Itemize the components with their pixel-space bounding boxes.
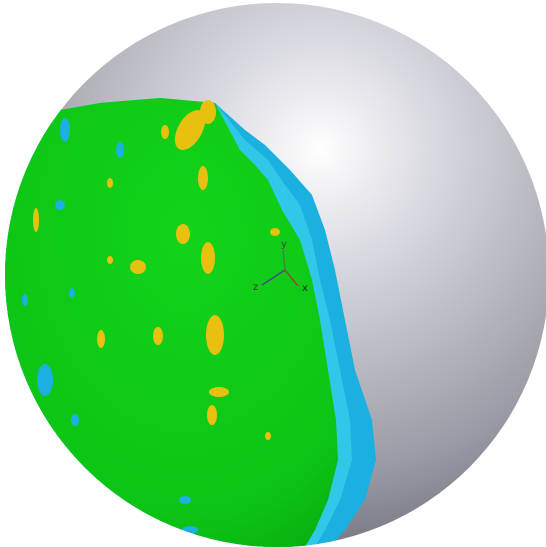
axis-label-y: y [281,239,287,250]
green-region [5,98,338,547]
axis-label-z: z [253,282,258,293]
contour-region [5,98,376,547]
axis-label-x: x [302,283,308,294]
blue-patches [22,118,198,534]
yellow-patches [33,100,280,440]
axis-triad [261,249,299,287]
